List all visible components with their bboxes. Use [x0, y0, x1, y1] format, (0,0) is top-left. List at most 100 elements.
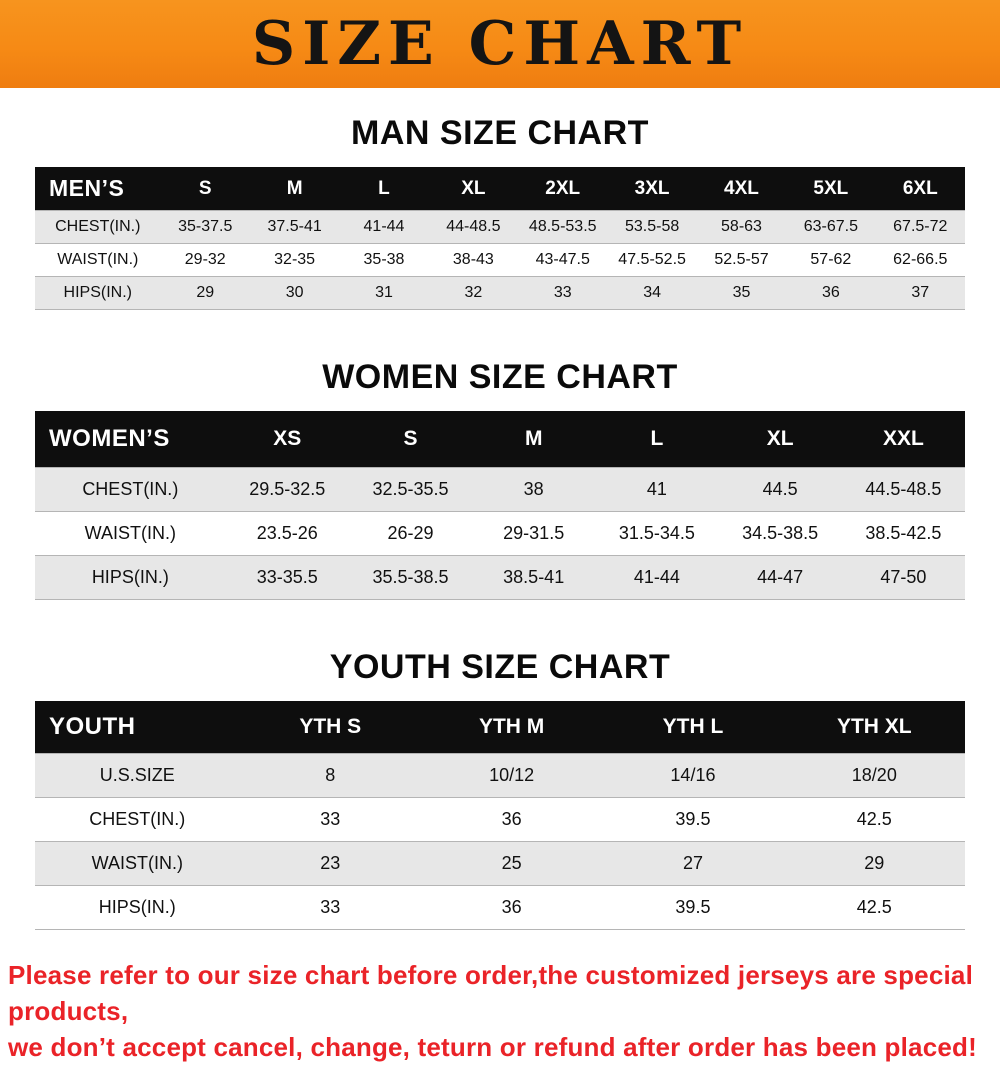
size-header-cell: S [348, 411, 473, 468]
value-cell: 37.5-41 [249, 210, 340, 244]
table-row: WAIST(IN.) 23 25 27 29 [35, 841, 965, 886]
value-cell: 18/20 [783, 753, 965, 798]
footer-line-2: we don’t accept cancel, change, teturn o… [8, 1031, 977, 1062]
table-header-row: MEN’S S M L XL 2XL 3XL 4XL 5XL 6XL [35, 167, 965, 211]
size-header-cell: XL [428, 167, 519, 211]
value-cell: 35 [696, 276, 787, 310]
size-table: WOMEN’S XS S M L XL XXL CHEST(IN.) 29.5-32.5 32.5… [35, 411, 965, 600]
value-cell: 32.5-35.5 [348, 467, 473, 512]
value-cell: 36 [786, 276, 876, 310]
value-cell: 47.5-52.5 [607, 243, 697, 277]
table-row: WAIST(IN.) 23.5-26 26-29 29-31.5 31.5-34.5 34… [35, 511, 965, 556]
value-cell: 37 [875, 276, 965, 310]
value-cell: 35-37.5 [160, 210, 250, 244]
table-head: WOMEN’S XS S M L XL XXL [35, 411, 965, 468]
size-section-0: MAN SIZE CHART MEN’S S M L XL 2XL 3XL 4XL 5XL 6XL C… [0, 114, 1000, 310]
value-cell: 32-35 [249, 243, 340, 277]
value-cell: 42.5 [783, 797, 965, 842]
value-cell: 42.5 [783, 885, 965, 930]
value-cell: 38-43 [428, 243, 519, 277]
value-cell: 33 [239, 885, 421, 930]
value-cell: 41 [595, 467, 719, 512]
size-table: YOUTH YTH S YTH M YTH L YTH XL U.S.SIZE 8 10/12… [35, 701, 965, 930]
size-header-cell: YTH XL [783, 701, 965, 754]
size-section-2: YOUTH SIZE CHART YOUTH YTH S YTH M YTH L YTH … [0, 648, 1000, 930]
value-cell: 52.5-57 [696, 243, 787, 277]
row-label-cell: WAIST(IN.) [35, 841, 240, 886]
value-cell: 30 [249, 276, 340, 310]
value-cell: 29-32 [160, 243, 250, 277]
value-cell: 29.5-32.5 [225, 467, 349, 512]
row-label-cell: HIPS(IN.) [35, 555, 226, 600]
value-cell: 48.5-53.5 [518, 210, 608, 244]
value-cell: 35.5-38.5 [348, 555, 473, 600]
value-cell: 41-44 [595, 555, 719, 600]
value-cell: 29 [783, 841, 965, 886]
table-title-cell: MEN’S [35, 167, 161, 211]
size-header-cell: XS [225, 411, 349, 468]
value-cell: 34.5-38.5 [718, 511, 842, 556]
value-cell: 27 [602, 841, 784, 886]
value-cell: 57-62 [786, 243, 876, 277]
row-label-cell: CHEST(IN.) [35, 797, 240, 842]
value-cell: 10/12 [420, 753, 603, 798]
table-row: U.S.SIZE 8 10/12 14/16 18/20 [35, 753, 965, 798]
value-cell: 29 [160, 276, 250, 310]
size-header-cell: S [160, 167, 250, 211]
size-header-cell: YTH M [420, 701, 603, 754]
row-label-cell: CHEST(IN.) [35, 467, 226, 512]
value-cell: 44.5-48.5 [841, 467, 965, 512]
table-row: HIPS(IN.) 33-35.5 35.5-38.5 38.5-41 41-44 44-… [35, 555, 965, 600]
section-heading: YOUTH SIZE CHART [329, 648, 671, 686]
table-title-cell: WOMEN’S [35, 411, 226, 468]
value-cell: 39.5 [602, 885, 784, 930]
size-header-cell: YTH L [602, 701, 784, 754]
banner: SIZE CHART [0, 0, 1000, 88]
row-label-cell: U.S.SIZE [35, 753, 240, 798]
value-cell: 33 [239, 797, 421, 842]
table-header-row: YOUTH YTH S YTH M YTH L YTH XL [35, 701, 965, 754]
row-label-cell: HIPS(IN.) [35, 276, 161, 310]
value-cell: 33-35.5 [225, 555, 349, 600]
value-cell: 36 [420, 797, 603, 842]
value-cell: 39.5 [602, 797, 784, 842]
value-cell: 31.5-34.5 [595, 511, 719, 556]
table-title-cell: YOUTH [35, 701, 240, 754]
table-row: CHEST(IN.) 29.5-32.5 32.5-35.5 38 41 44.5 44.5… [35, 467, 965, 512]
value-cell: 44-48.5 [428, 210, 519, 244]
footer-note: Please refer to our size chart before or… [8, 958, 990, 1066]
size-header-cell: 4XL [696, 167, 787, 211]
value-cell: 23.5-26 [225, 511, 349, 556]
value-cell: 47-50 [841, 555, 965, 600]
size-section-1: WOMEN SIZE CHART WOMEN’S XS S M L XL XXL CHEST(I… [0, 358, 1000, 600]
value-cell: 29-31.5 [472, 511, 596, 556]
value-cell: 34 [607, 276, 697, 310]
section-heading: WOMEN SIZE CHART [322, 358, 678, 396]
value-cell: 38.5-42.5 [841, 511, 965, 556]
table-head: MEN’S S M L XL 2XL 3XL 4XL 5XL 6XL [35, 167, 965, 211]
value-cell: 14/16 [602, 753, 784, 798]
row-label-cell: WAIST(IN.) [35, 511, 226, 556]
table-row: HIPS(IN.) 33 36 39.5 42.5 [35, 885, 965, 930]
size-header-cell: YTH S [239, 701, 421, 754]
table-row: CHEST(IN.) 35-37.5 37.5-41 41-44 44-48.5 48.5… [35, 210, 965, 244]
table-head: YOUTH YTH S YTH M YTH L YTH XL [35, 701, 965, 754]
value-cell: 58-63 [696, 210, 787, 244]
size-header-cell: 6XL [875, 167, 965, 211]
value-cell: 8 [239, 753, 421, 798]
value-cell: 33 [518, 276, 608, 310]
footer-line-1: Please refer to our size chart before or… [8, 960, 974, 1026]
banner-title: SIZE CHART [251, 9, 749, 79]
value-cell: 23 [239, 841, 421, 886]
value-cell: 32 [428, 276, 519, 310]
value-cell: 67.5-72 [875, 210, 965, 244]
size-table: MEN’S S M L XL 2XL 3XL 4XL 5XL 6XL CHEST(IN.) 35-37… [35, 167, 965, 310]
value-cell: 25 [420, 841, 603, 886]
section-heading: MAN SIZE CHART [351, 114, 649, 152]
size-header-cell: XL [718, 411, 842, 468]
value-cell: 63-67.5 [786, 210, 876, 244]
row-label-cell: HIPS(IN.) [35, 885, 240, 930]
size-header-cell: M [472, 411, 596, 468]
value-cell: 44-47 [718, 555, 842, 600]
